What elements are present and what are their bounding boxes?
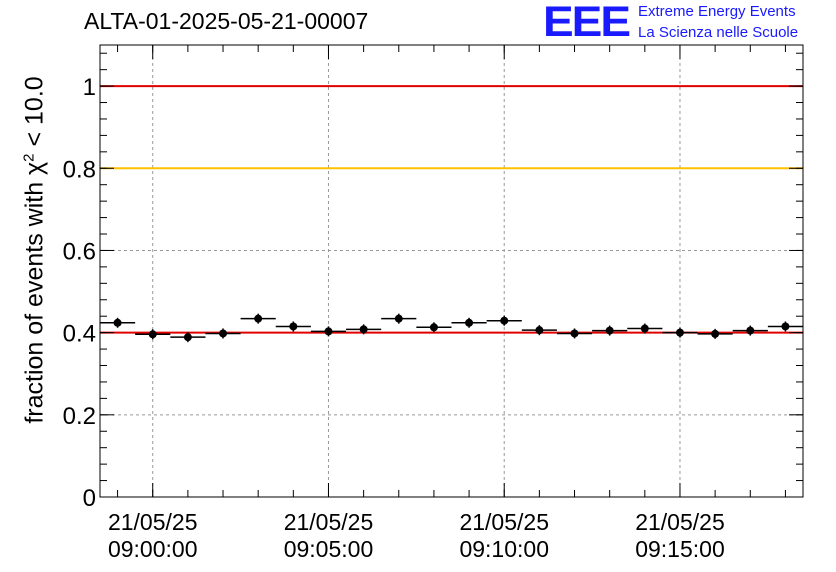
data-point — [324, 327, 333, 336]
data-point — [711, 329, 720, 338]
x-tick-label-time: 09:10:00 — [459, 536, 549, 562]
data-point — [746, 326, 755, 335]
eee-logo: EEE — [543, 0, 631, 46]
x-tick-label-date: 21/05/25 — [459, 509, 549, 535]
y-tick-label: 0.4 — [63, 321, 96, 348]
chart-title: ALTA-01-2025-05-21-00007 — [84, 8, 369, 34]
y-tick-label: 0.2 — [63, 403, 96, 430]
plot-frame — [99, 44, 804, 498]
data-point — [675, 328, 684, 337]
logo-line-1: Extreme Energy Events — [638, 3, 796, 20]
data-point — [394, 314, 403, 323]
y-tick-label: 0.6 — [63, 238, 96, 265]
data-point — [219, 329, 228, 338]
data-point — [605, 326, 614, 335]
x-tick-label-date: 21/05/25 — [284, 509, 374, 535]
data-point — [254, 314, 263, 323]
x-tick-label-time: 09:05:00 — [284, 536, 374, 562]
x-tick-label-time: 09:00:00 — [108, 536, 198, 562]
y-tick-label: 0.8 — [63, 156, 96, 183]
data-point — [113, 318, 122, 327]
data-point — [640, 324, 649, 333]
y-tick-label: 1 — [83, 74, 96, 101]
data-point — [570, 329, 579, 338]
y-tick-label: 0 — [83, 485, 96, 512]
data-point — [429, 323, 438, 332]
x-tick-label-time: 09:15:00 — [635, 536, 725, 562]
data-point — [500, 316, 509, 325]
x-tick-label-date: 21/05/25 — [108, 509, 198, 535]
x-tick-label-date: 21/05/25 — [635, 509, 725, 535]
data-point — [289, 322, 298, 331]
logo-line-2: La Scienza nelle Scuole — [638, 24, 799, 41]
data-point — [465, 318, 474, 327]
data-point — [183, 333, 192, 342]
data-point — [359, 325, 368, 334]
data-point — [148, 330, 157, 339]
data-point — [781, 322, 790, 331]
data-point — [535, 326, 544, 335]
